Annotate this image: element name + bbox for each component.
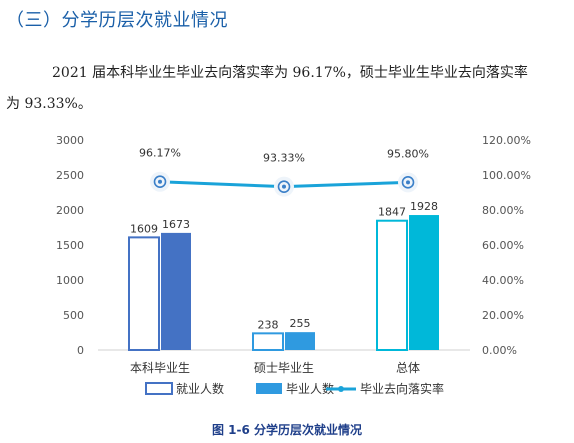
legend-graduates-label: 毕业人数 xyxy=(286,381,334,396)
y-left-tick-label: 1500 xyxy=(56,239,84,252)
y-left-tick-label: 2000 xyxy=(56,204,84,217)
figure-caption: 图 1-6 分学历层次就业情况 xyxy=(211,423,363,437)
y-left-tick-label: 0 xyxy=(77,344,84,357)
y-right-tick-label: 120.00% xyxy=(482,134,531,147)
y-left-tick-label: 3000 xyxy=(56,134,84,147)
rate-marker-dot xyxy=(406,180,410,185)
y-left-tick-label: 1000 xyxy=(56,274,84,287)
paragraph-line-1: 2021 届本科毕业生毕业去向落实率为 96.17%，硕士毕业生毕业去向落实率 xyxy=(52,65,528,81)
x-category-label: 总体 xyxy=(396,361,420,375)
bar-employed xyxy=(252,332,284,351)
bar-employed-label: 1847 xyxy=(378,206,406,219)
rate-marker-dot xyxy=(158,179,162,184)
rate-label: 96.17% xyxy=(139,147,181,160)
rate-marker-icon xyxy=(277,180,291,193)
y-right-tick-label: 100.00% xyxy=(482,169,531,182)
rate-label: 95.80% xyxy=(387,147,429,160)
y-right-tick-label: 20.00% xyxy=(482,309,524,322)
rate-marker-dot xyxy=(282,184,286,189)
bar-graduates-label: 255 xyxy=(290,317,311,330)
employment-chart: 0 500 1000 1500 2000 2500 3000 0.00% 20.00% 40.00… xyxy=(56,134,531,396)
legend-employed-swatch xyxy=(145,382,173,395)
rate-label: 93.33% xyxy=(263,152,305,165)
y-left-tick-label: 500 xyxy=(63,309,84,322)
y-left-tick-label: 2500 xyxy=(56,169,84,182)
bar-graduates xyxy=(161,232,191,350)
legend-rate-label: 毕业去向落实率 xyxy=(360,381,444,396)
legend-employed-label: 就业人数 xyxy=(176,381,224,396)
bar-employed xyxy=(128,236,160,351)
y-right-tick-label: 80.00% xyxy=(482,204,524,217)
x-category-label: 本科毕业生 xyxy=(130,361,190,375)
summary-paragraph: 2021 届本科毕业生毕业去向落实率为 96.17%，硕士毕业生毕业去向落实率 … xyxy=(6,58,566,120)
y-right-tick-label: 60.00% xyxy=(482,239,524,252)
bar-graduates-label: 1928 xyxy=(410,200,438,213)
rate-marker-icon xyxy=(401,176,415,189)
legend-rate-marker xyxy=(338,386,344,392)
x-category-label: 硕士毕业生 xyxy=(254,361,314,375)
paragraph-line-2: 为 93.33%。 xyxy=(6,96,92,112)
bar-graduates-label: 1673 xyxy=(162,218,190,231)
bar-graduates xyxy=(285,332,315,350)
bar-graduates xyxy=(409,215,439,350)
y-right-tick-label: 0.00% xyxy=(482,344,517,357)
section-title: （三）分学历层次就业情况 xyxy=(6,10,228,31)
bar-employed xyxy=(376,219,408,351)
rate-marker-icon xyxy=(153,175,167,189)
legend-graduates-swatch xyxy=(256,383,282,394)
bar-employed-label: 238 xyxy=(258,318,279,331)
y-right-tick-label: 40.00% xyxy=(482,274,524,287)
bar-employed-label: 1609 xyxy=(130,222,158,235)
